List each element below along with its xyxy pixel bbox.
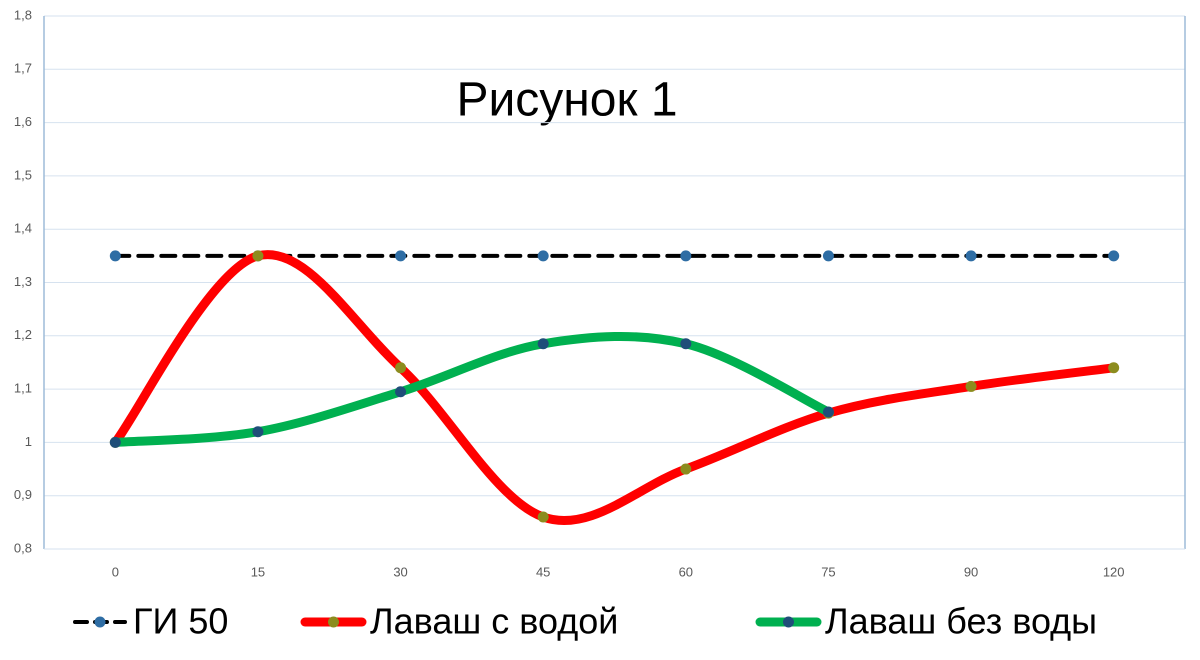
series-marker xyxy=(680,250,692,262)
legend-label: Лаваш с водой xyxy=(370,601,618,642)
x-tick-label: 45 xyxy=(536,564,550,579)
x-tick-label: 0 xyxy=(112,564,119,579)
x-tick-label: 75 xyxy=(821,564,835,579)
series-marker xyxy=(395,386,407,398)
y-tick-label: 1,5 xyxy=(14,167,32,182)
series-marker xyxy=(395,362,407,374)
legend-marker xyxy=(328,616,339,628)
series-line xyxy=(110,250,1119,526)
y-tick-label: 1 xyxy=(25,434,32,449)
series-marker xyxy=(965,380,977,392)
legend-label: Лаваш без воды xyxy=(825,601,1097,642)
series-marker xyxy=(537,511,549,523)
y-tick-label: 1,3 xyxy=(14,274,32,289)
series-marker xyxy=(822,406,834,418)
x-tick-label: 90 xyxy=(964,564,978,579)
y-tick-label: 1,2 xyxy=(14,327,32,342)
y-tick-label: 1,4 xyxy=(14,221,32,236)
series-marker xyxy=(252,426,264,438)
y-tick-label: 1,8 xyxy=(14,7,32,22)
y-tick-label: 0,8 xyxy=(14,540,32,555)
series-marker xyxy=(395,250,407,262)
y-tick-label: 1,6 xyxy=(14,114,32,129)
series-marker xyxy=(680,463,692,475)
series-line xyxy=(110,331,833,447)
legend-label: ГИ 50 xyxy=(133,601,228,642)
series-marker xyxy=(252,250,264,262)
legend-marker xyxy=(94,616,106,628)
series-marker xyxy=(1108,362,1120,374)
series-marker xyxy=(109,250,121,262)
y-tick-label: 1,1 xyxy=(14,381,32,396)
series-marker xyxy=(965,250,977,262)
series-marker xyxy=(537,338,549,350)
series-marker xyxy=(680,338,692,350)
series-marker xyxy=(1108,250,1120,262)
x-tick-label: 15 xyxy=(251,564,265,579)
series-marker xyxy=(537,250,549,262)
x-tick-label: 30 xyxy=(393,564,407,579)
x-tick-label: 60 xyxy=(679,564,693,579)
y-tick-label: 0,9 xyxy=(14,487,32,502)
series-marker xyxy=(109,436,121,448)
y-tick-label: 1,7 xyxy=(14,61,32,76)
legend-marker xyxy=(783,616,794,628)
x-tick-label: 120 xyxy=(1103,564,1125,579)
series-marker xyxy=(822,250,834,262)
chart-title: Рисунок 1 xyxy=(456,74,677,127)
